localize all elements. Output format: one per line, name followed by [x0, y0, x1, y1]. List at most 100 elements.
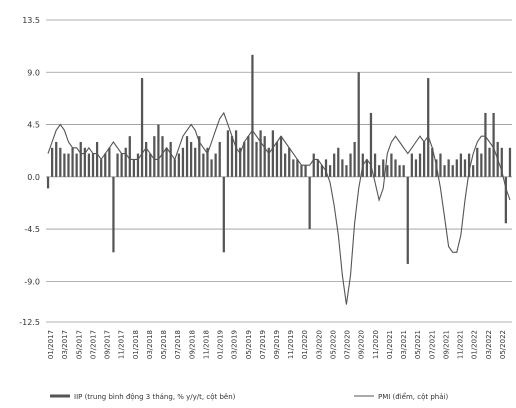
y-tick-label: 4.5: [27, 121, 40, 130]
iip-bar: [292, 159, 295, 177]
iip-bar: [312, 153, 315, 177]
iip-bar: [51, 147, 54, 177]
iip-bar: [259, 130, 262, 177]
x-tick-label: 03/2017: [61, 330, 69, 359]
iip-bar: [439, 153, 442, 177]
x-tick-label: 03/2018: [146, 330, 154, 359]
x-tick-label: 01/2020: [301, 330, 309, 359]
x-tick-label: 03/2019: [231, 330, 239, 359]
x-tick-label: 11/2021: [457, 330, 465, 359]
iip-bar: [390, 153, 393, 177]
x-tick-label: 01/2017: [47, 330, 55, 359]
iip-bar: [210, 159, 213, 177]
iip-bar: [451, 165, 454, 177]
iip-bar: [104, 153, 107, 177]
y-tick-label: 9.0: [27, 68, 40, 77]
iip-bar: [161, 136, 164, 177]
iip-bar: [422, 141, 426, 177]
iip-bar: [120, 153, 123, 177]
iip-bar: [55, 141, 58, 177]
iip-bar: [95, 141, 99, 177]
iip-bar: [153, 136, 156, 177]
iip-bar: [91, 153, 95, 177]
x-tick-label: 01/2022: [471, 330, 479, 359]
iip-bar: [337, 147, 340, 177]
iip-bar: [459, 153, 463, 177]
iip-bar: [406, 176, 409, 264]
iip-bar: [243, 141, 246, 177]
x-tick-label: 11/2019: [287, 330, 295, 359]
iip-bar: [234, 130, 238, 177]
iip-bar: [165, 147, 168, 177]
iip-bar: [382, 159, 385, 177]
y-tick-label: -9.0: [24, 277, 40, 286]
iip-bar: [443, 165, 446, 177]
iip-bar: [300, 165, 303, 177]
iip-bar: [206, 147, 209, 177]
iip-bar: [378, 165, 381, 177]
iip-bar: [251, 54, 254, 177]
iip-bar: [67, 153, 70, 177]
iip-bar: [169, 141, 172, 177]
x-tick-label: 01/2021: [386, 330, 394, 359]
x-tick-labels: 01/2017 03/2017 05/2017 07/2017 09/2017 11/20…: [47, 330, 507, 359]
iip-bar: [341, 159, 344, 177]
x-tick-label: 09/2018: [188, 330, 196, 359]
iip-bar: [140, 78, 144, 177]
iip-bar: [181, 147, 185, 177]
iip-bar: [271, 130, 274, 177]
iip-bar: [484, 112, 487, 177]
x-tick-label: 03/2022: [485, 330, 493, 359]
y-tick-labels: 13.5 9.0 4.5 0.0 -4.5 -9.0 -12.5: [19, 16, 40, 327]
x-tick-label: 07/2019: [259, 330, 267, 359]
iip-bar: [255, 141, 258, 177]
iip-bar: [275, 141, 279, 177]
iip-bar: [418, 153, 422, 177]
iip-bar: [214, 153, 217, 177]
iip-bar: [398, 165, 401, 177]
iip-bar: [427, 78, 430, 177]
iip-bar: [431, 147, 434, 177]
iip-bar: [288, 147, 291, 177]
iip-bar: [504, 176, 507, 224]
x-tick-label: 05/2022: [499, 330, 507, 359]
iip-bar: [467, 153, 471, 177]
iip-bar: [508, 147, 512, 177]
iip-bar: [132, 159, 136, 177]
x-tick-label: 05/2020: [329, 330, 337, 359]
iip-bar: [373, 153, 377, 177]
y-tick-label: 0.0: [27, 173, 40, 182]
iip-bar: [402, 165, 405, 177]
iip-bar: [222, 176, 225, 253]
iip-bar: [410, 153, 413, 177]
iip-bar: [75, 153, 78, 177]
iip-bar: [488, 147, 491, 177]
x-tick-label: 11/2020: [372, 330, 380, 359]
iip-bar: [308, 176, 311, 230]
iip-bar: [202, 153, 205, 177]
iip-bar: [116, 153, 119, 177]
iip-bar: [128, 136, 131, 177]
x-tick-label: 03/2020: [315, 330, 323, 359]
x-tick-label: 09/2017: [104, 330, 112, 359]
x-tick-label: 07/2020: [344, 330, 352, 359]
iip-bar: [492, 112, 495, 177]
pmi-line: [47, 111, 511, 305]
x-tick-label: 07/2021: [428, 330, 436, 359]
x-tick-label: 07/2017: [89, 330, 97, 359]
x-tick-label: 03/2021: [400, 330, 408, 359]
iip-bar: [87, 153, 91, 177]
iip-bar: [218, 141, 221, 177]
iip-bar: [177, 153, 180, 177]
x-tick-label: 05/2017: [75, 330, 83, 359]
legend: IIP (trung bình động 3 tháng, % y/y/t, c…: [50, 392, 448, 401]
iip-bar: [194, 147, 197, 177]
iip-bar: [476, 147, 479, 177]
pmi-line-layer: [47, 111, 511, 305]
x-tick-label: 09/2020: [358, 330, 366, 359]
iip-bar: [365, 159, 369, 177]
iip-bar: [394, 159, 397, 177]
iip-bar: [386, 165, 389, 177]
x-tick-label: 05/2019: [245, 330, 253, 359]
iip-bar: [263, 136, 266, 177]
